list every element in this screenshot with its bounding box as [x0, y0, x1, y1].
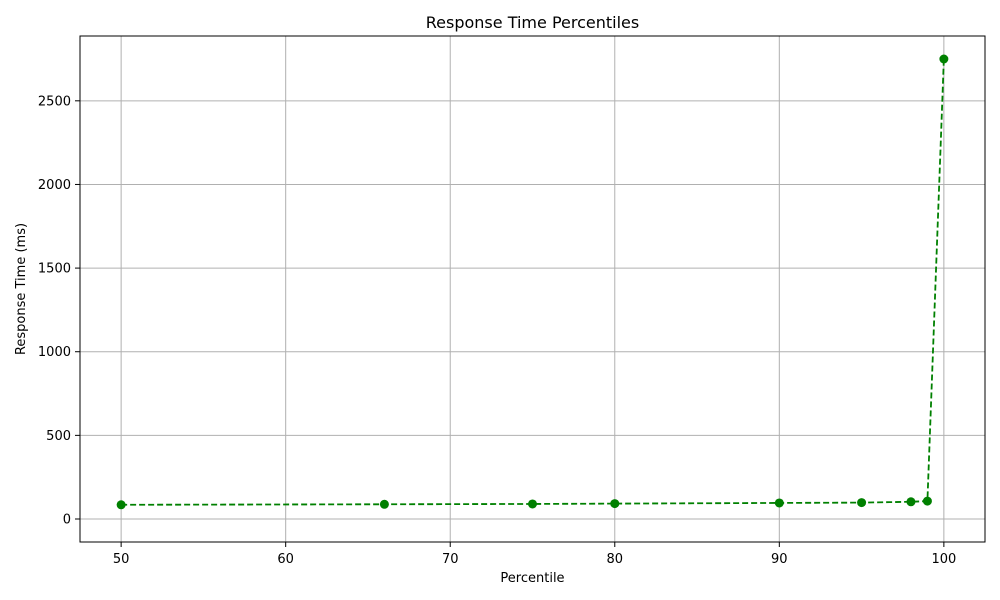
y-tick-label: 1500 [38, 262, 71, 277]
data-point [939, 54, 949, 64]
x-tick-label: 60 [277, 552, 294, 567]
data-point [857, 498, 867, 508]
y-tick-label: 500 [46, 429, 71, 444]
data-point [922, 496, 932, 506]
data-point [906, 497, 916, 507]
chart-title: Response Time Percentiles [426, 13, 639, 32]
data-point [116, 500, 126, 510]
series-layer [116, 54, 949, 510]
y-tick-label: 1000 [38, 345, 71, 360]
x-tick-label: 50 [113, 552, 130, 567]
x-tick-label: 100 [931, 552, 956, 567]
x-axis-title: Percentile [500, 571, 564, 586]
data-point [610, 499, 620, 509]
data-point [774, 498, 784, 508]
y-axis-title: Response Time (ms) [14, 223, 29, 355]
plot-frame [79, 35, 986, 543]
data-point [528, 499, 537, 509]
grid-lines [80, 36, 985, 542]
y-tick-label: 2500 [38, 94, 71, 109]
y-tick-label: 0 [63, 513, 71, 528]
x-tick-label: 70 [442, 552, 459, 567]
data-point [379, 499, 389, 509]
x-tick-label: 80 [606, 552, 623, 567]
x-tick-label: 90 [771, 552, 788, 567]
y-tick-label: 2000 [38, 178, 71, 193]
